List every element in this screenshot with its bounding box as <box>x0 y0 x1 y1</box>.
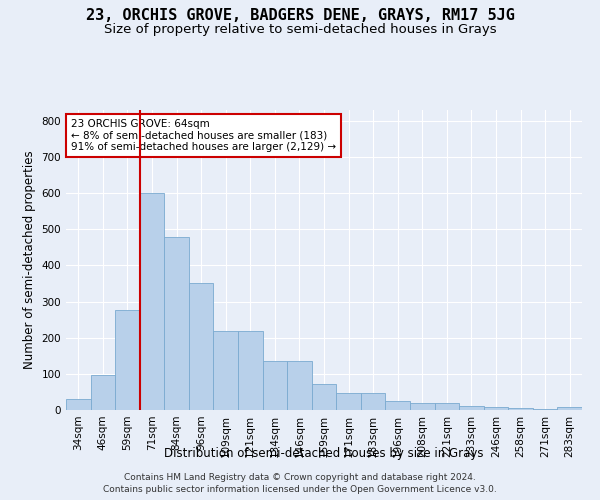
Bar <box>557 407 582 410</box>
Bar <box>312 384 336 410</box>
Bar <box>287 361 312 410</box>
Bar <box>434 404 459 410</box>
Bar <box>508 408 533 410</box>
Bar <box>459 406 484 410</box>
Text: Contains HM Land Registry data © Crown copyright and database right 2024.: Contains HM Land Registry data © Crown c… <box>124 472 476 482</box>
Text: Size of property relative to semi-detached houses in Grays: Size of property relative to semi-detach… <box>104 22 496 36</box>
Text: Distribution of semi-detached houses by size in Grays: Distribution of semi-detached houses by … <box>164 448 484 460</box>
Bar <box>140 193 164 410</box>
Text: Contains public sector information licensed under the Open Government Licence v3: Contains public sector information licen… <box>103 485 497 494</box>
Bar <box>385 401 410 410</box>
Bar <box>263 361 287 410</box>
Bar <box>115 310 140 410</box>
Bar <box>164 236 189 410</box>
Bar <box>336 392 361 410</box>
Bar <box>361 392 385 410</box>
Bar <box>410 404 434 410</box>
Bar <box>484 407 508 410</box>
Bar <box>189 283 214 410</box>
Y-axis label: Number of semi-detached properties: Number of semi-detached properties <box>23 150 36 370</box>
Text: 23, ORCHIS GROVE, BADGERS DENE, GRAYS, RM17 5JG: 23, ORCHIS GROVE, BADGERS DENE, GRAYS, R… <box>86 8 514 22</box>
Bar <box>66 399 91 410</box>
Bar <box>214 331 238 410</box>
Bar <box>238 331 263 410</box>
Text: 23 ORCHIS GROVE: 64sqm
← 8% of semi-detached houses are smaller (183)
91% of sem: 23 ORCHIS GROVE: 64sqm ← 8% of semi-deta… <box>71 119 336 152</box>
Bar <box>91 374 115 410</box>
